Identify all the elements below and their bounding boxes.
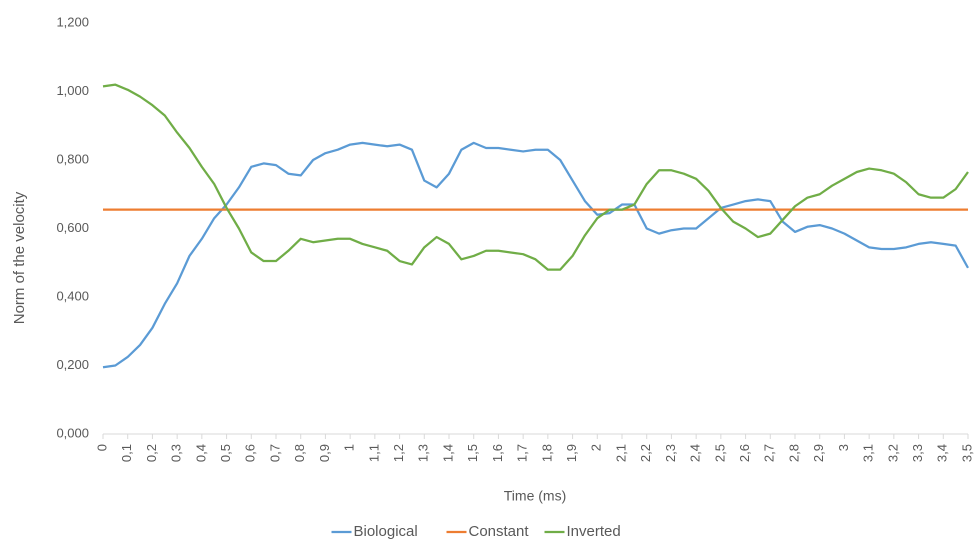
x-tick-label: 1,9 xyxy=(564,444,579,462)
y-tick-label: 0,200 xyxy=(56,357,89,372)
x-tick-label: 2,7 xyxy=(762,444,777,462)
x-tick-label: 1,2 xyxy=(391,444,406,462)
x-tick-label: 1,7 xyxy=(515,444,530,462)
y-tick-label: 0,800 xyxy=(56,151,89,166)
series-line xyxy=(102,83,969,271)
x-tick-label: 2 xyxy=(589,444,604,451)
x-tick-label: 2,9 xyxy=(811,444,826,462)
x-tick-label: 2,2 xyxy=(638,444,653,462)
x-tick-label: 1,8 xyxy=(539,444,554,462)
legend-label: Inverted xyxy=(567,523,621,540)
x-axis-label: Time (ms) xyxy=(504,488,566,504)
y-tick-label: 1,000 xyxy=(56,83,89,98)
x-tick-label: 3,1 xyxy=(861,444,876,462)
x-tick-label: 1,5 xyxy=(465,444,480,462)
x-tick-label: 1,3 xyxy=(416,444,431,462)
y-tick-label: 0,600 xyxy=(56,220,89,235)
x-tick-label: 0,3 xyxy=(169,444,184,462)
x-tick-label: 0,4 xyxy=(193,444,208,462)
y-tick-label: 1,200 xyxy=(56,14,89,29)
x-tick-label: 0,1 xyxy=(119,444,134,462)
legend-label: Biological xyxy=(354,523,418,540)
x-tick-label: 0,7 xyxy=(267,444,282,462)
x-tick-label: 2,5 xyxy=(712,444,727,462)
x-tick-label: 2,8 xyxy=(786,444,801,462)
x-tick-label: 0,9 xyxy=(317,444,332,462)
series-line xyxy=(102,141,969,369)
x-tick-label: 1,4 xyxy=(440,444,455,462)
x-tick-label: 3,5 xyxy=(959,444,974,462)
x-tick-label: 1,6 xyxy=(490,444,505,462)
x-tick-label: 2,6 xyxy=(737,444,752,462)
x-tick-label: 0 xyxy=(94,444,109,451)
x-tick-label: 1 xyxy=(342,444,357,451)
x-tick-label: 0,8 xyxy=(292,444,307,462)
x-tick-label: 2,1 xyxy=(613,444,628,462)
x-tick-label: 3,4 xyxy=(935,444,950,462)
x-tick-label: 3 xyxy=(836,444,851,451)
x-tick-label: 0,2 xyxy=(144,444,159,462)
x-tick-label: 2,4 xyxy=(688,444,703,462)
x-tick-label: 0,5 xyxy=(218,444,233,462)
x-tick-label: 2,3 xyxy=(663,444,678,462)
y-axis-label: Norm of the velocity xyxy=(11,191,28,324)
x-tick-label: 3,2 xyxy=(885,444,900,462)
y-tick-label: 0,000 xyxy=(56,425,89,440)
y-tick-label: 0,400 xyxy=(56,288,89,303)
x-tick-label: 0,6 xyxy=(243,444,258,462)
x-tick-label: 3,3 xyxy=(910,444,925,462)
x-tick-label: 1,1 xyxy=(366,444,381,462)
legend-label: Constant xyxy=(469,523,530,540)
